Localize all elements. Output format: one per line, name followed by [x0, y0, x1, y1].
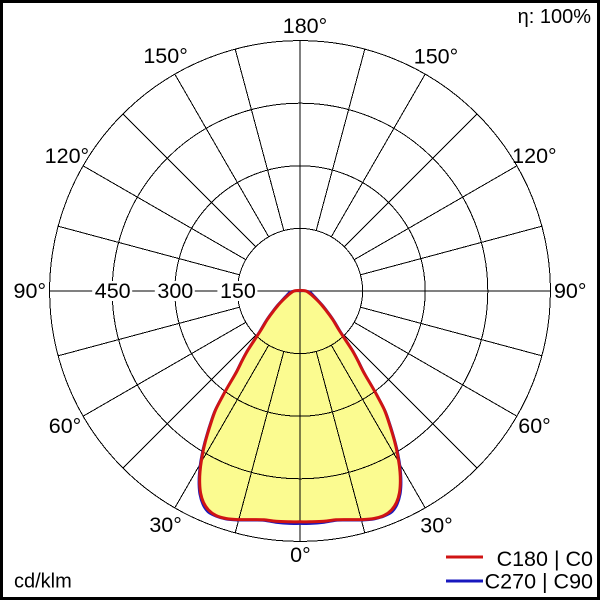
svg-text:C270 | C90: C270 | C90: [485, 570, 593, 594]
svg-text:60°: 60°: [518, 414, 551, 438]
svg-text:90°: 90°: [554, 279, 587, 303]
svg-text:90°: 90°: [14, 279, 47, 303]
svg-text:150°: 150°: [143, 44, 187, 68]
svg-text:450: 450: [95, 279, 131, 303]
svg-text:120°: 120°: [45, 144, 89, 168]
svg-text:180°: 180°: [283, 14, 327, 38]
svg-text:300: 300: [157, 279, 193, 303]
svg-text:cd/klm: cd/klm: [14, 571, 72, 593]
svg-text:150: 150: [220, 279, 256, 303]
svg-text:30°: 30°: [149, 513, 182, 537]
svg-text:η: 100%: η: 100%: [518, 6, 592, 28]
svg-text:30°: 30°: [420, 514, 453, 538]
svg-text:C180 | C0: C180 | C0: [497, 547, 593, 571]
svg-text:60°: 60°: [49, 414, 82, 438]
svg-text:120°: 120°: [512, 144, 556, 168]
svg-text:150°: 150°: [414, 44, 458, 68]
svg-text:0°: 0°: [290, 543, 311, 567]
